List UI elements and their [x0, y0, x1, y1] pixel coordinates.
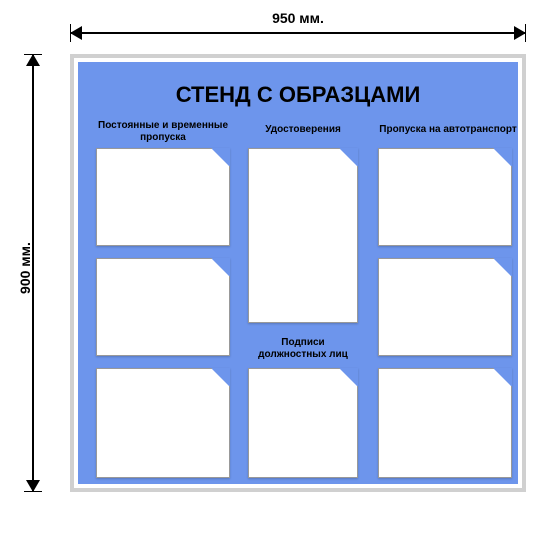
- document-pocket: [96, 368, 230, 478]
- dim-width-tick-left: [70, 24, 71, 42]
- dim-width-label: 950 мм.: [70, 10, 526, 26]
- label-col1: Постоянные и временные пропуска: [98, 120, 228, 144]
- document-pocket: [378, 258, 512, 356]
- document-pocket: [378, 148, 512, 246]
- document-pocket: [248, 368, 358, 478]
- document-pocket: [378, 368, 512, 478]
- board-title: СТЕНД С ОБРАЗЦАМИ: [78, 82, 518, 108]
- label-col2-top: Удостоверения: [248, 124, 358, 136]
- label-col2-mid: Подписи должностных лиц: [248, 337, 358, 361]
- board-frame: СТЕНД С ОБРАЗЦАМИ Постоянные и временные…: [70, 54, 526, 492]
- dim-height-arrow-top: [26, 54, 40, 66]
- board: СТЕНД С ОБРАЗЦАМИ Постоянные и временные…: [78, 62, 518, 484]
- dim-height-tick-bottom: [24, 491, 42, 492]
- dim-width-line: [70, 32, 526, 34]
- diagram-canvas: 950 мм. 900 мм. СТЕНД С ОБРАЗЦАМИ Постоя…: [0, 0, 548, 548]
- label-col3: Пропуска на автотранспорт: [378, 124, 518, 136]
- dim-height-line: [32, 54, 34, 492]
- dim-width-arrow-left: [70, 26, 82, 40]
- document-pocket: [96, 258, 230, 356]
- document-pocket: [248, 148, 358, 323]
- document-pocket: [96, 148, 230, 246]
- dim-height-label: 900 мм.: [17, 233, 33, 303]
- dim-width-tick-right: [525, 24, 526, 42]
- dim-height-tick-top: [24, 54, 42, 55]
